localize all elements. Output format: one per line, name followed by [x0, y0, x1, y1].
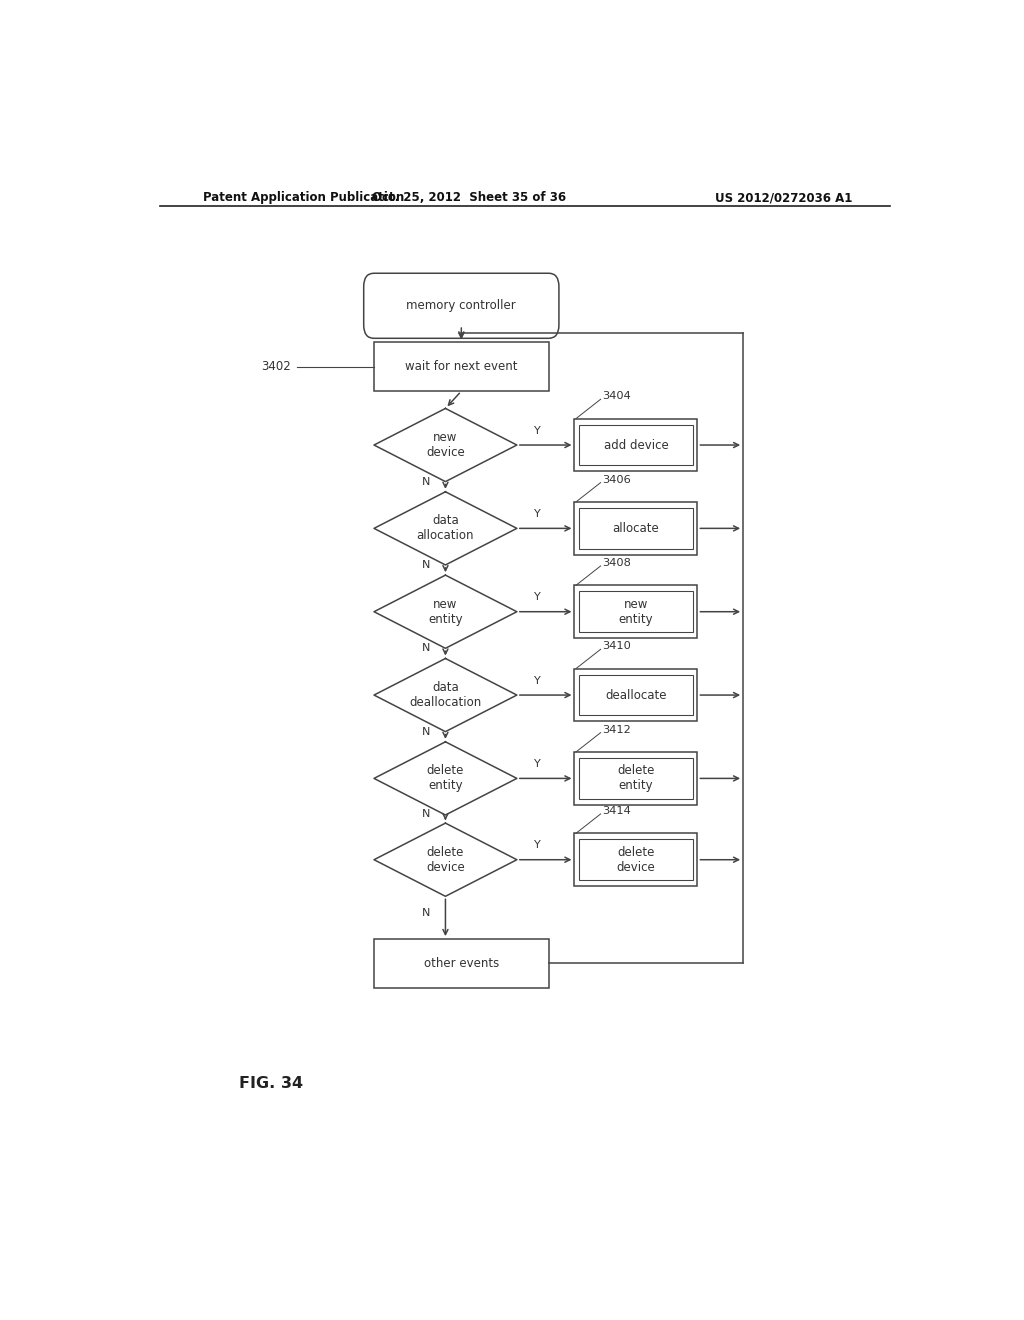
- Text: wait for next event: wait for next event: [406, 360, 517, 374]
- Bar: [574, 585, 697, 638]
- Text: delete
device: delete device: [426, 846, 465, 874]
- Text: US 2012/0272036 A1: US 2012/0272036 A1: [715, 191, 853, 205]
- Text: delete
device: delete device: [616, 846, 655, 874]
- Text: Y: Y: [535, 676, 541, 686]
- Polygon shape: [374, 408, 517, 482]
- Polygon shape: [374, 492, 517, 565]
- Text: N: N: [422, 908, 430, 917]
- Text: 3404: 3404: [602, 391, 631, 401]
- Bar: [574, 502, 697, 554]
- FancyBboxPatch shape: [364, 273, 559, 338]
- Text: Y: Y: [535, 426, 541, 436]
- Text: 3406: 3406: [602, 475, 631, 484]
- Text: new
entity: new entity: [428, 598, 463, 626]
- Text: 3414: 3414: [602, 807, 631, 816]
- Text: data
deallocation: data deallocation: [410, 681, 481, 709]
- Bar: [580, 758, 692, 799]
- Text: Y: Y: [535, 593, 541, 602]
- Text: data
allocation: data allocation: [417, 515, 474, 543]
- Text: 3408: 3408: [602, 558, 631, 568]
- Polygon shape: [374, 742, 517, 814]
- Bar: [374, 939, 549, 987]
- Text: FIG. 34: FIG. 34: [240, 1076, 303, 1090]
- Text: Oct. 25, 2012  Sheet 35 of 36: Oct. 25, 2012 Sheet 35 of 36: [372, 191, 566, 205]
- Bar: [574, 669, 697, 722]
- Text: add device: add device: [603, 438, 669, 451]
- Text: allocate: allocate: [612, 521, 659, 535]
- Text: N: N: [422, 477, 430, 487]
- Text: N: N: [422, 726, 430, 737]
- Polygon shape: [374, 659, 517, 731]
- Text: Y: Y: [535, 510, 541, 519]
- Bar: [374, 342, 549, 391]
- Bar: [574, 833, 697, 886]
- Text: new
entity: new entity: [618, 598, 653, 626]
- Text: 3410: 3410: [602, 642, 631, 651]
- Text: delete
entity: delete entity: [427, 764, 464, 792]
- Bar: [580, 425, 692, 466]
- Bar: [574, 752, 697, 805]
- Text: N: N: [422, 643, 430, 653]
- Text: other events: other events: [424, 957, 499, 970]
- Polygon shape: [374, 576, 517, 648]
- Text: 3402: 3402: [261, 360, 291, 374]
- Text: memory controller: memory controller: [407, 300, 516, 313]
- Text: N: N: [422, 809, 430, 818]
- Text: 3412: 3412: [602, 725, 631, 735]
- Text: Y: Y: [535, 759, 541, 770]
- Bar: [580, 591, 692, 632]
- Text: new
device: new device: [426, 432, 465, 459]
- Text: delete
entity: delete entity: [617, 764, 654, 792]
- Text: Patent Application Publication: Patent Application Publication: [204, 191, 404, 205]
- Bar: [580, 840, 692, 880]
- Bar: [580, 508, 692, 549]
- Polygon shape: [374, 824, 517, 896]
- Bar: [580, 675, 692, 715]
- Text: deallocate: deallocate: [605, 689, 667, 701]
- Text: N: N: [422, 560, 430, 570]
- Text: Y: Y: [535, 841, 541, 850]
- Bar: [574, 418, 697, 471]
